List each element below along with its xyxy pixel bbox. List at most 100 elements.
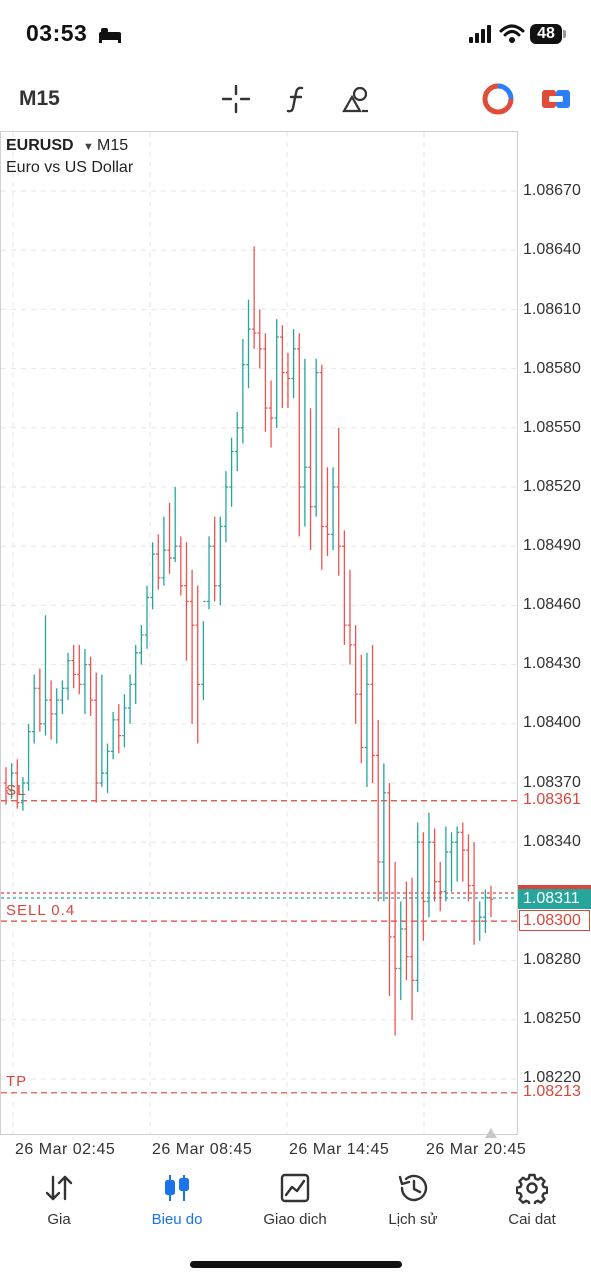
nav-chart[interactable]: Bieu do [118, 1170, 236, 1228]
symbol-timeframe: M15 [97, 137, 129, 154]
one-click-trading-icon[interactable] [481, 82, 515, 116]
ohlc-bar [381, 763, 387, 902]
nav-settings[interactable]: Cai dat [473, 1170, 591, 1228]
ohlc-bar [432, 828, 437, 902]
ohlc-bar [477, 901, 482, 941]
ohlc-bar [54, 688, 59, 744]
ohlc-bar [3, 767, 9, 805]
ohlc-bar [319, 364, 325, 570]
ohlc-bar [127, 674, 133, 724]
ohlc-bar [421, 832, 426, 941]
ohlc-bar [144, 585, 150, 649]
price-chart[interactable] [0, 0, 591, 1170]
ohlc-bar [268, 380, 274, 448]
ohlc-bar [246, 299, 251, 389]
tp-price-tag: 1.08213 [523, 1083, 581, 1100]
ohlc-bar [178, 536, 184, 596]
ohlc-bar [195, 585, 200, 744]
ohlc-bar [26, 723, 31, 791]
ohlc-bar [65, 652, 71, 701]
ohlc-bar [105, 743, 110, 793]
price-axis-label: 1.08490 [523, 537, 581, 554]
object-icon[interactable] [339, 82, 373, 116]
ohlc-bar [353, 625, 358, 724]
ohlc-bar [201, 600, 206, 701]
nav-trade[interactable]: Giao dich [236, 1170, 354, 1228]
ohlc-bar [31, 674, 37, 744]
ohlc-bar [398, 901, 403, 1001]
ohlc-bar [359, 654, 364, 764]
ohlc-bar [471, 842, 477, 945]
chart-area[interactable] [0, 131, 518, 1135]
candles-icon [118, 1170, 236, 1206]
ohlc-bar [235, 412, 240, 472]
ohlc-bar [313, 358, 319, 517]
quotes-icon [0, 1170, 118, 1206]
battery-icon: 48 [530, 24, 562, 44]
ohlc-bar [77, 644, 82, 695]
tp-tag[interactable]: TP [6, 1073, 28, 1090]
nav-label: Lịch sử [388, 1211, 438, 1228]
ohlc-bar [443, 826, 449, 902]
ohlc-bar [20, 777, 26, 811]
time-axis-label: 26 Mar 02:45 [15, 1141, 116, 1158]
ohlc-bar [336, 427, 341, 576]
symbol-name[interactable]: EURUSD [6, 137, 74, 154]
ohlc-bar [415, 822, 420, 993]
nav-quotes[interactable]: Gia [0, 1170, 118, 1228]
timeframe-button[interactable]: M15 [19, 87, 60, 110]
sl-tag[interactable]: SL [6, 782, 27, 799]
ohlc-bar [409, 877, 415, 1020]
ohlc-bar [404, 881, 409, 981]
price-axis-label: 1.08520 [523, 478, 581, 495]
ohlc-bar [37, 668, 43, 732]
ohlc-bar [302, 358, 308, 527]
sleep-mode-icon [98, 26, 122, 49]
nav-label: Gia [47, 1211, 71, 1228]
ohlc-bar [488, 885, 494, 918]
nav-history[interactable]: Lịch sử [354, 1170, 472, 1228]
ohlc-bar [184, 542, 189, 661]
ohlc-bar [218, 516, 223, 606]
ohlc-bar [387, 783, 392, 997]
ohlc-bar [189, 569, 195, 724]
status-indicators: 48 [468, 24, 566, 49]
ohlc-bar [206, 536, 212, 610]
sl-price-tag: 1.08361 [523, 791, 581, 808]
ohlc-bar [392, 861, 398, 1036]
time-axis-label: 26 Mar 08:45 [152, 1141, 253, 1158]
ohlc-bar [251, 246, 257, 349]
ohlc-bar [139, 625, 144, 665]
crosshair-icon[interactable] [219, 82, 253, 116]
ohlc-bar [156, 534, 161, 590]
ohlc-bar [150, 542, 155, 610]
ohlc-bar [376, 719, 381, 902]
ohlc-bar [364, 652, 370, 787]
ohlc-bar [325, 467, 330, 557]
bid-price-tag: 1.08311 [518, 889, 591, 909]
ohlc-bar [172, 487, 178, 562]
ohlc-bar [460, 822, 466, 882]
ohlc-bar [88, 656, 93, 716]
ohlc-bar [212, 516, 217, 602]
ohlc-bar [122, 694, 127, 748]
price-axis-label: 1.08250 [523, 1010, 581, 1027]
ohlc-bar [48, 680, 54, 740]
price-axis-label: 1.08460 [523, 596, 581, 613]
price-axis-label: 1.08220 [523, 1069, 581, 1086]
function-icon[interactable] [280, 82, 314, 116]
ohlc-bar [167, 502, 172, 574]
sell-position-tag[interactable]: SELL 0.4 [6, 902, 76, 919]
trade-panel-icon[interactable] [539, 82, 573, 116]
ohlc-bar [15, 759, 20, 809]
ohlc-bar [285, 352, 291, 409]
ohlc-bar [449, 832, 454, 892]
price-axis-label: 1.08400 [523, 714, 581, 731]
ohlc-bar [116, 704, 121, 754]
ohlc-bar [280, 325, 285, 409]
ohlc-bar [454, 826, 460, 882]
symbol-caret-icon[interactable]: ▼ [83, 141, 94, 153]
price-axis-label: 1.08670 [523, 182, 581, 199]
ohlc-bar [263, 333, 268, 432]
time-axis-label: 26 Mar 20:45 [426, 1141, 527, 1158]
